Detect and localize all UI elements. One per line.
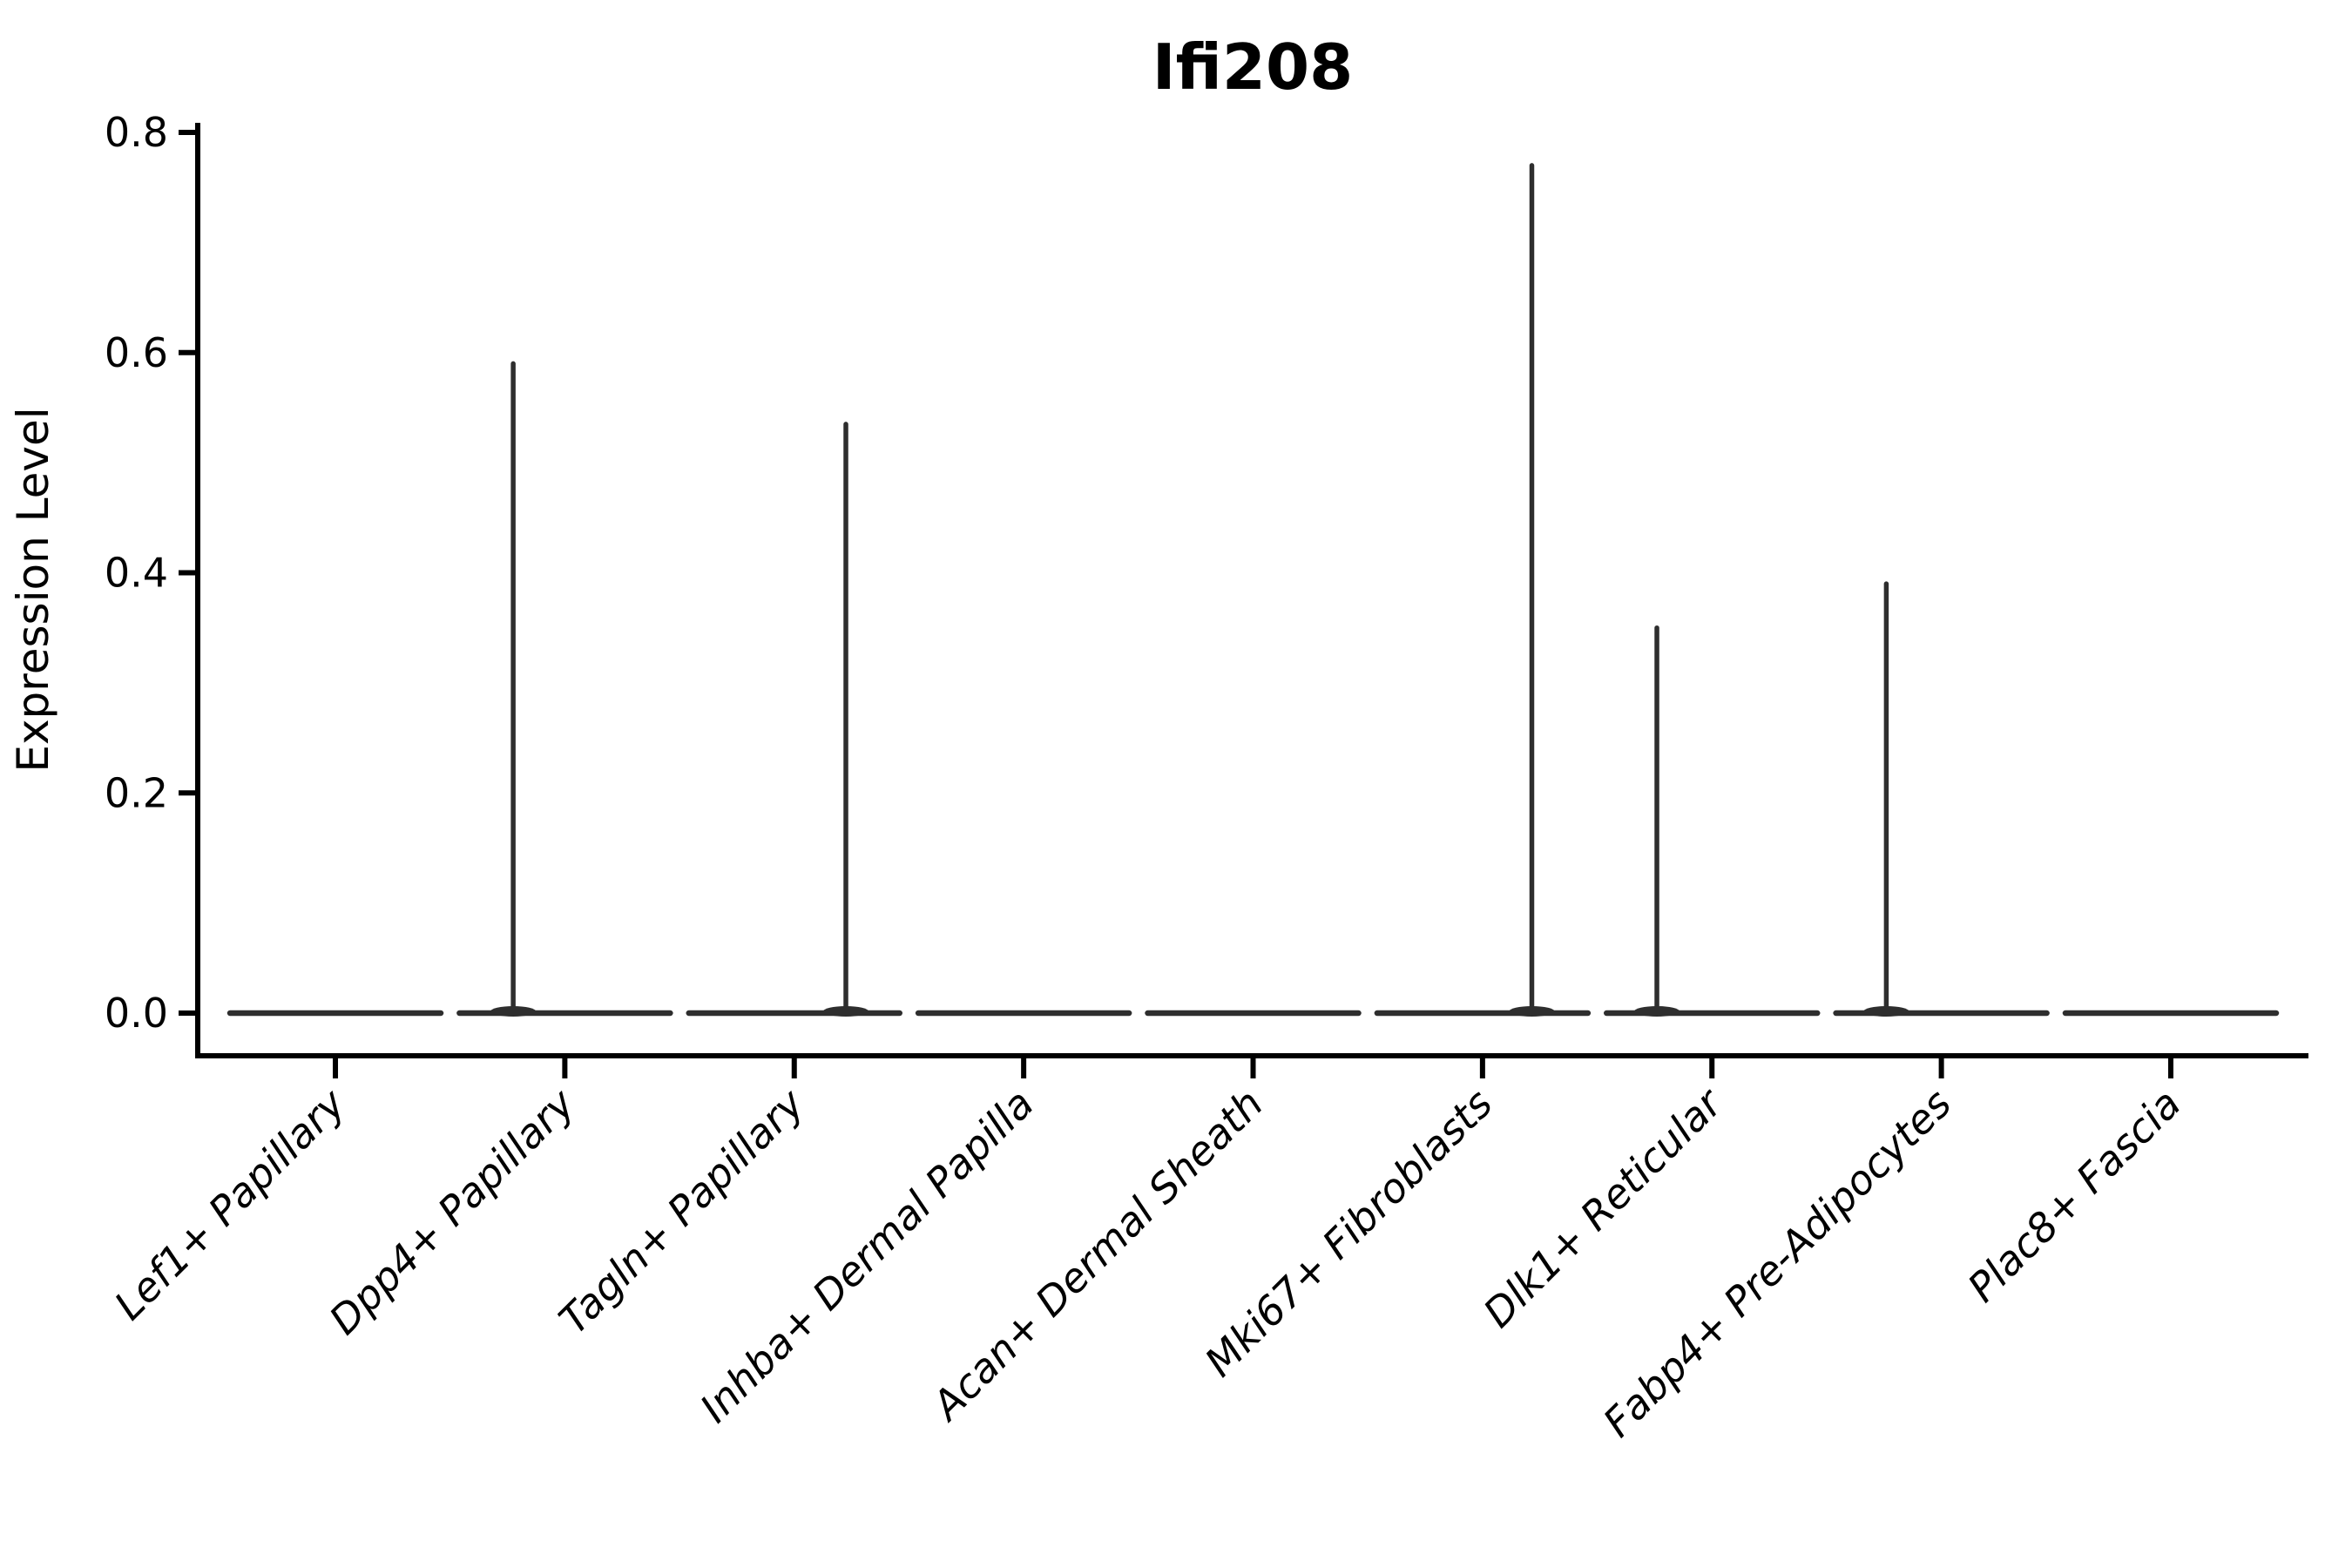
y-tick-label: 0.2	[105, 769, 168, 816]
y-axis-label: Expression Level	[8, 407, 58, 772]
x-tick-label: Lef1+ Papillary	[105, 1079, 355, 1328]
x-tick-label: Dpp4+ Papillary	[320, 1079, 584, 1343]
y-tick-label: 0.8	[105, 109, 168, 156]
chart-title: Ifi208	[1152, 30, 1353, 104]
x-tick-label: Dlk1+ Reticular	[1474, 1078, 1733, 1336]
y-tick-label: 0.4	[105, 550, 168, 597]
y-tick-label: 0.0	[105, 990, 168, 1037]
x-tick-label: Tagln+ Papillary	[550, 1079, 814, 1343]
y-tick-label: 0.6	[105, 329, 168, 376]
x-tick-label: Plac8+ Fascia	[1958, 1080, 2189, 1311]
